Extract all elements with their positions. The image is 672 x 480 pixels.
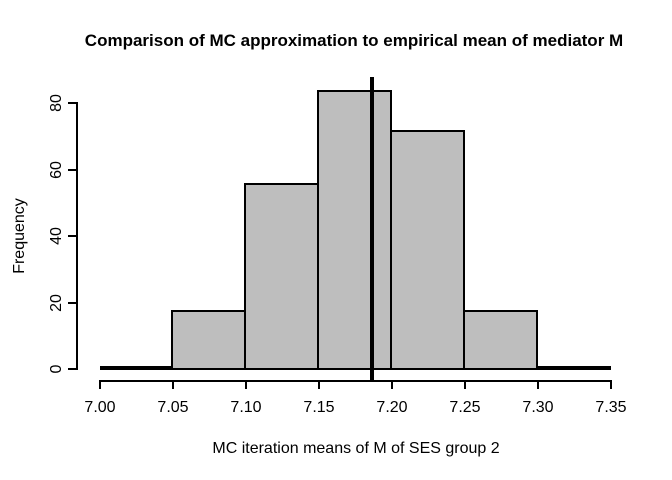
y-tick — [68, 168, 77, 171]
histogram-bar — [463, 309, 538, 370]
x-axis-line — [99, 380, 612, 382]
histogram-bar — [100, 366, 173, 371]
x-tick — [464, 380, 466, 389]
y-tick — [68, 235, 77, 238]
chart-title: Comparison of MC approximation to empiri… — [84, 31, 624, 50]
x-tick — [610, 380, 612, 389]
x-tick — [318, 380, 320, 389]
y-tick-label: 40 — [48, 227, 65, 246]
y-tick-label: 80 — [48, 94, 65, 113]
histogram-bar — [390, 130, 465, 370]
x-tick-label: 7.30 — [522, 399, 554, 416]
y-tick-label: 0 — [48, 364, 65, 374]
x-tick — [172, 380, 174, 389]
y-axis-line — [76, 102, 78, 371]
x-tick-label: 7.05 — [157, 399, 189, 416]
x-tick — [245, 380, 247, 389]
y-axis-label: Frequency — [11, 198, 28, 274]
x-tick-label: 7.15 — [303, 399, 335, 416]
x-tick-label: 7.10 — [230, 399, 262, 416]
x-tick-label: 7.25 — [449, 399, 481, 416]
histogram-bar — [171, 309, 246, 370]
x-tick — [391, 380, 393, 389]
x-tick-label: 7.20 — [376, 399, 408, 416]
x-tick-label: 7.00 — [84, 399, 116, 416]
y-tick-label: 60 — [48, 160, 65, 179]
mean-vline — [369, 77, 374, 381]
x-axis-label: MC iteration means of M of SES group 2 — [212, 440, 500, 457]
histogram-bar — [536, 366, 611, 371]
x-tick-label: 7.35 — [595, 399, 627, 416]
y-tick — [68, 102, 77, 105]
x-tick — [99, 380, 101, 389]
histogram-bar — [317, 90, 392, 370]
x-tick — [537, 380, 539, 389]
y-tick — [68, 301, 77, 304]
y-tick — [68, 368, 77, 371]
histogram-bar — [244, 183, 319, 370]
y-tick-label: 20 — [48, 293, 65, 312]
